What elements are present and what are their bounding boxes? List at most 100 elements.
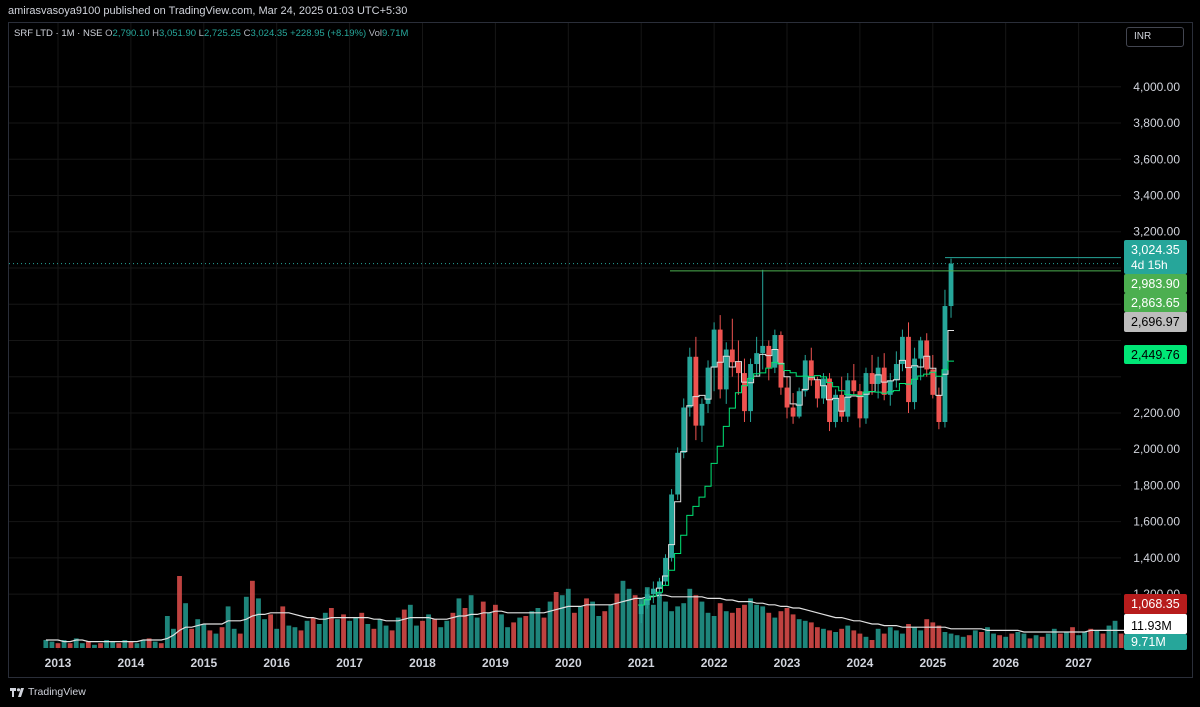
footer-bar [0,679,1200,707]
volume-bar-154 [979,632,984,648]
volume-bar-162 [1027,638,1033,648]
candle-body-48 [930,369,936,395]
volume-bar-59 [401,609,407,648]
volume-bar-63 [426,614,431,648]
candle-body-44 [906,336,911,403]
volume-bar-49 [341,614,346,648]
candle-body-21 [766,345,772,368]
legend-open-label: O [105,28,113,39]
x-tick-label-12: 2025 [919,656,946,670]
legend-low: 2,725.25 [203,28,241,39]
tradingview-logo-icon [10,687,24,697]
candle-body-10 [699,403,705,426]
legend-low-label: L [198,28,204,39]
volume-bar-114 [736,608,741,648]
volume-bar-15 [134,643,140,648]
volume-bar-97 [632,595,638,648]
volume-bar-30 [225,606,231,648]
price-label-box-3 [1124,312,1187,332]
volume-bar-103 [669,611,674,648]
candle-body-11 [705,367,711,404]
volume-bar-10 [104,640,109,648]
volume-bar-66 [444,620,450,648]
y-tick-label-4: 2,000.00 [1133,442,1180,456]
legend-change: +228.95 (+8.19%) [290,28,367,39]
volume-bar-87 [571,612,577,648]
volume-bar-83 [547,601,553,648]
volume-bar-56 [383,625,389,648]
volume-bar-32 [237,633,243,648]
volume-bar-116 [748,598,753,648]
volume-bar-67 [450,612,456,648]
symbol-legend: SRF LTD · 1M · NSE O2,790.10 H3,051.90 L… [14,26,408,42]
volume-bar-161 [1021,633,1027,648]
candle-body-32 [833,394,838,423]
volume-bar-82 [541,617,547,648]
volume-bar-150 [954,635,960,648]
volume-bar-46 [322,612,328,648]
volume-bar-73 [486,612,492,648]
volume-bar-72 [480,601,486,648]
legend-close: 3,024.35 [250,28,288,39]
volume-bar-62 [420,620,425,648]
volume-bar-133 [851,630,857,648]
price-label-sub-0: 4d 15h [1131,258,1168,272]
legend-vol: 9.71M [382,28,409,39]
volume-bar-12 [116,643,122,648]
volume-bar-153 [972,630,978,648]
volume-bar-38 [274,628,280,648]
volume-bar-54 [371,628,377,648]
x-tick-label-2: 2015 [190,656,217,670]
volume-bar-19 [158,643,164,648]
volume-bar-41 [292,627,298,648]
volume-bar-22 [177,576,182,648]
volume-bar-78 [517,617,523,648]
candle-body-16 [736,362,741,374]
volume-bar-17 [146,638,152,648]
volume-bar-71 [474,617,480,648]
volume-bar-118 [760,606,766,648]
x-tick-label-13: 2026 [992,656,1019,670]
volume-bar-18 [152,641,158,648]
volume-label-text-1: 9.71M [1131,635,1166,649]
tradingview-logo[interactable]: TradingView [10,686,86,698]
volume-bar-50 [347,620,352,648]
candle-body-22 [772,335,778,368]
y-tick-label-11: 3,400.00 [1133,189,1180,203]
volume-bar-174 [1100,633,1106,648]
candle-body-38 [869,373,875,384]
volume-bar-142 [906,624,911,648]
candle-body-5 [669,494,674,558]
volume-bar-4 [67,643,73,648]
volume-bar-136 [869,640,875,648]
volume-bar-86 [565,588,571,648]
volume-bar-157 [997,635,1003,648]
volume-bar-92 [602,611,608,648]
price-ma-white [638,330,954,606]
volume-bar-164 [1039,636,1045,648]
price-label-text-1: 2,983.90 [1131,277,1180,291]
volume-bar-128 [821,628,826,648]
volume-bar-31 [231,628,237,648]
volume-bar-88 [578,606,583,648]
volume-bar-36 [262,619,267,648]
volume-bar-96 [626,588,632,648]
candle-body-17 [742,373,747,412]
volume-bar-132 [845,625,851,648]
volume-bar-123 [790,614,796,648]
volume-bar-39 [280,606,286,648]
candle-body-28 [808,360,814,381]
candle-body-41 [887,380,893,395]
volume-bar-144 [918,630,924,648]
y-tick-label-10: 3,200.00 [1133,225,1180,239]
candle-body-40 [881,367,887,395]
y-tick-label-13: 3,800.00 [1133,116,1180,130]
volume-bar-99 [644,587,650,648]
volume-label-box-1 [1124,634,1187,650]
volume-bar-160 [1015,632,1021,648]
currency-button[interactable]: INR [1126,27,1184,47]
volume-bar-8 [92,644,97,648]
x-tick-label-8: 2021 [628,656,655,670]
volume-bar-53 [365,624,371,648]
